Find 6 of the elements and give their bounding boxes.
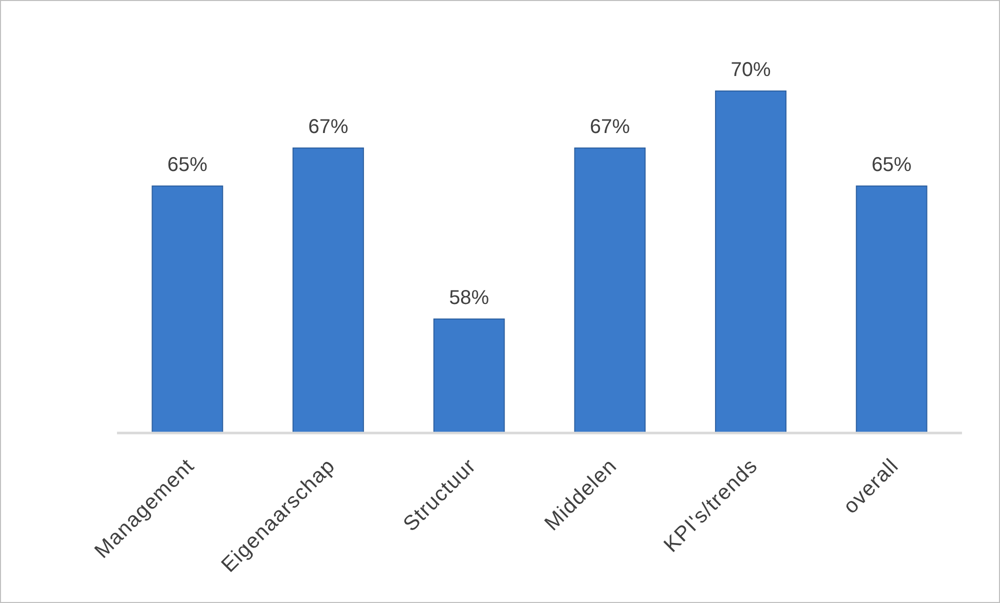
data-label: 70% (730, 59, 771, 81)
data-label: 65% (167, 154, 208, 176)
data-label: 65% (872, 154, 912, 176)
data-label: 67% (308, 116, 348, 138)
data-label: 67% (590, 116, 630, 138)
data-label: 58% (449, 287, 490, 309)
